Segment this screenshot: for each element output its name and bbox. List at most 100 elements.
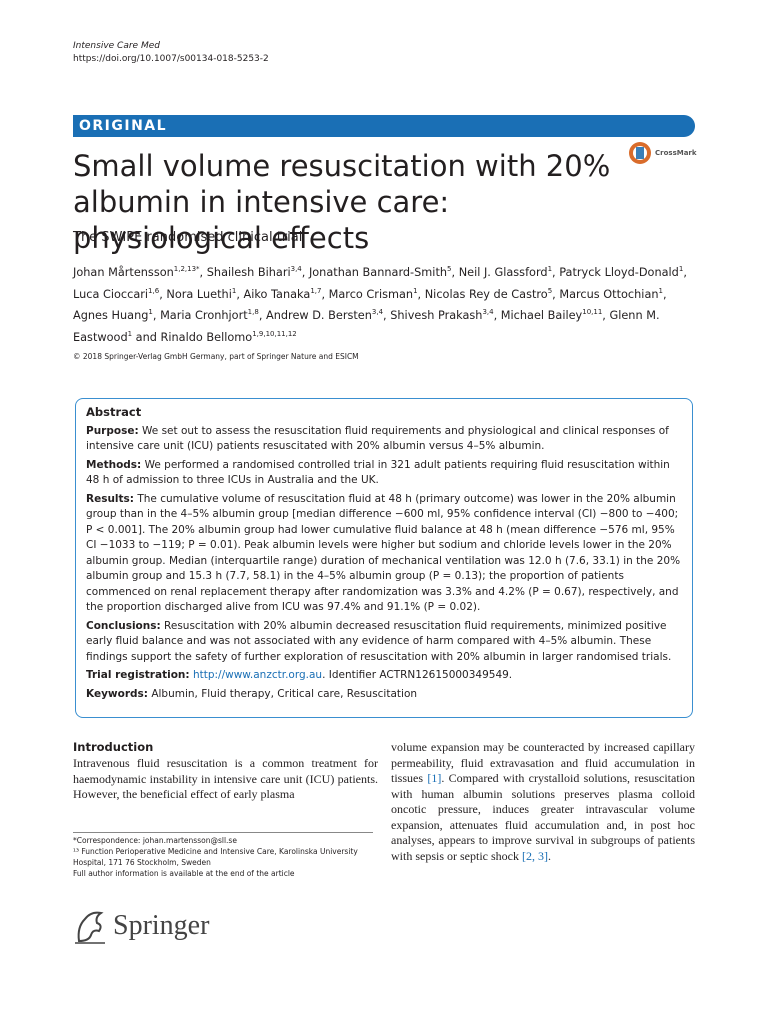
- label: Conclusions:: [86, 619, 161, 632]
- affiliation: 3,4: [290, 265, 302, 273]
- footnote: ¹³ Function Perioperative Medicine and I…: [73, 847, 358, 867]
- affiliation: 3,4: [371, 308, 384, 317]
- citation[interactable]: [2, 3]: [522, 848, 548, 863]
- author-name: Aiko Tanaka: [243, 287, 311, 301]
- author-name: Luca Cioccari: [73, 287, 149, 301]
- author-name: Johan Mårtensson: [73, 265, 174, 279]
- text: The cumulative volume of resuscitation f…: [86, 492, 681, 614]
- journal: Intensive Care Med: [73, 41, 160, 51]
- affiliation: 1: [127, 330, 133, 339]
- text: .: [548, 848, 551, 863]
- banner: ORIGINAL: [73, 115, 695, 137]
- author: Neil J. Glassford1,: [458, 265, 556, 279]
- section-heading: Introduction: [73, 740, 154, 754]
- separator: ,: [451, 265, 456, 279]
- author-name: Nicolas Rey de Castro: [424, 287, 548, 301]
- text: Albumin, Fluid therapy, Critical care, R…: [151, 687, 418, 700]
- affiliation: 10,11: [582, 308, 603, 317]
- copyright: © 2018 Springer-Verlag GmbH Germany, par…: [73, 352, 359, 361]
- footnote: Full author information is available at …: [73, 869, 295, 878]
- text: Resuscitation with 20% albumin decreased…: [86, 619, 672, 663]
- label: Trial registration:: [86, 669, 190, 681]
- author-name: Andrew D. Bersten: [266, 309, 372, 323]
- separator: ,: [159, 287, 163, 301]
- author-name: Nora Luethi: [166, 287, 232, 301]
- abstract-paragraph: Methods: We performed a randomised contr…: [86, 458, 682, 489]
- affiliation: 1: [231, 286, 237, 295]
- author-name: Michael Bailey: [500, 309, 583, 323]
- crossmark-icon: [629, 142, 651, 164]
- author: Andrew D. Bersten3,4,: [266, 308, 387, 323]
- title: Small volume resuscitation with 20% albu…: [73, 149, 611, 255]
- separator: ,: [663, 287, 667, 301]
- author: and Rinaldo Bellomo1,9,10,11,12: [135, 330, 297, 345]
- label: Purpose:: [86, 424, 139, 437]
- author: Shivesh Prakash3,4,: [390, 309, 498, 323]
- publisher: Springer: [113, 910, 210, 941]
- abstract-body: Purpose: We set out to assess the resusc…: [86, 424, 682, 666]
- text: We set out to assess the resuscitation f…: [86, 424, 669, 453]
- author-name: Patryck Lloyd-Donald: [559, 265, 679, 279]
- author: Nora Luethi1,: [166, 286, 240, 301]
- author: Shailesh Bihari3,4,: [207, 265, 306, 279]
- author: Glenn M. Eastwood1: [73, 309, 660, 344]
- author-name: Agnes Huang: [73, 309, 149, 323]
- separator: ,: [552, 265, 556, 279]
- author: Johan Mårtensson1,2,13*,: [73, 265, 204, 279]
- author: Nicolas Rey de Castro5,: [424, 287, 556, 301]
- abstract-paragraph: Conclusions: Resuscitation with 20% albu…: [86, 619, 682, 666]
- footnote: *Correspondence: johan.martensson@sll.se: [73, 836, 237, 845]
- text: . Identifier ACTRN12615000349549.: [322, 669, 513, 681]
- separator: ,: [199, 265, 204, 279]
- subtitle: The SWIPE randomised clinical trial: [73, 230, 303, 245]
- author-name: and Rinaldo Bellomo: [135, 331, 253, 345]
- author-name: Maria Cronhjort: [160, 309, 248, 323]
- column-2: volume expansion may be counteracted by …: [391, 740, 695, 864]
- separator: ,: [683, 265, 687, 279]
- author: Maria Cronhjort1,8,: [160, 308, 263, 323]
- separator: ,: [602, 309, 606, 323]
- separator: ,: [383, 309, 387, 323]
- author: Agnes Huang1,: [73, 308, 157, 323]
- text: . Compared with crystalloid solutions, r…: [391, 771, 695, 863]
- text: We performed a randomised controlled tri…: [86, 458, 670, 487]
- column-1: Intravenous fluid resuscitation is a com…: [73, 756, 378, 801]
- crossmark[interactable]: CrossMark: [628, 141, 697, 165]
- author-name: Marcus Ottochian: [559, 287, 659, 301]
- label: Keywords:: [86, 687, 148, 700]
- author-name: Jonathan Bannard-Smith: [308, 265, 448, 279]
- separator: ,: [258, 309, 263, 323]
- separator: ,: [552, 287, 556, 301]
- author: Patryck Lloyd-Donald1,: [559, 265, 687, 279]
- affiliation: 1,8: [247, 308, 259, 317]
- affiliation: 1: [413, 286, 418, 295]
- author: Marco Crisman1,: [328, 286, 422, 301]
- author: Aiko Tanaka1,7,: [243, 287, 326, 301]
- author: Jonathan Bannard-Smith5,: [308, 265, 456, 279]
- affiliation: 1: [547, 265, 553, 273]
- author-name: Glenn M. Eastwood: [73, 309, 660, 345]
- affiliation: 1: [658, 286, 663, 295]
- doi: https://doi.org/10.1007/s00134-018-5253-…: [73, 54, 269, 64]
- author-name: Neil J. Glassford: [458, 265, 548, 279]
- separator: ,: [493, 309, 498, 323]
- abstract-paragraph: Purpose: We set out to assess the resusc…: [86, 424, 682, 455]
- separator: ,: [152, 309, 157, 323]
- keywords: Keywords: Albumin, Fluid therapy, Critic…: [86, 687, 682, 703]
- author-name: Marco Crisman: [328, 287, 414, 301]
- affiliation: 1: [148, 308, 153, 317]
- affiliation: 1: [678, 265, 684, 273]
- affiliation: 1,9,10,11,12: [252, 330, 297, 339]
- text: volume expansion may be counteracted by …: [391, 740, 695, 785]
- separator: ,: [321, 287, 326, 301]
- abstract-heading: Abstract: [86, 405, 142, 419]
- affiliation: 1,2,13*: [173, 265, 200, 273]
- separator: ,: [236, 287, 240, 301]
- author: Michael Bailey10,11,: [500, 308, 606, 323]
- author: Marcus Ottochian1,: [559, 286, 667, 301]
- affiliation: 5: [447, 265, 452, 273]
- link[interactable]: http://www.anzctr.org.au: [192, 669, 323, 681]
- citation[interactable]: [1]: [427, 771, 442, 785]
- author-name: Shivesh Prakash: [390, 309, 483, 323]
- label: Results:: [86, 492, 134, 505]
